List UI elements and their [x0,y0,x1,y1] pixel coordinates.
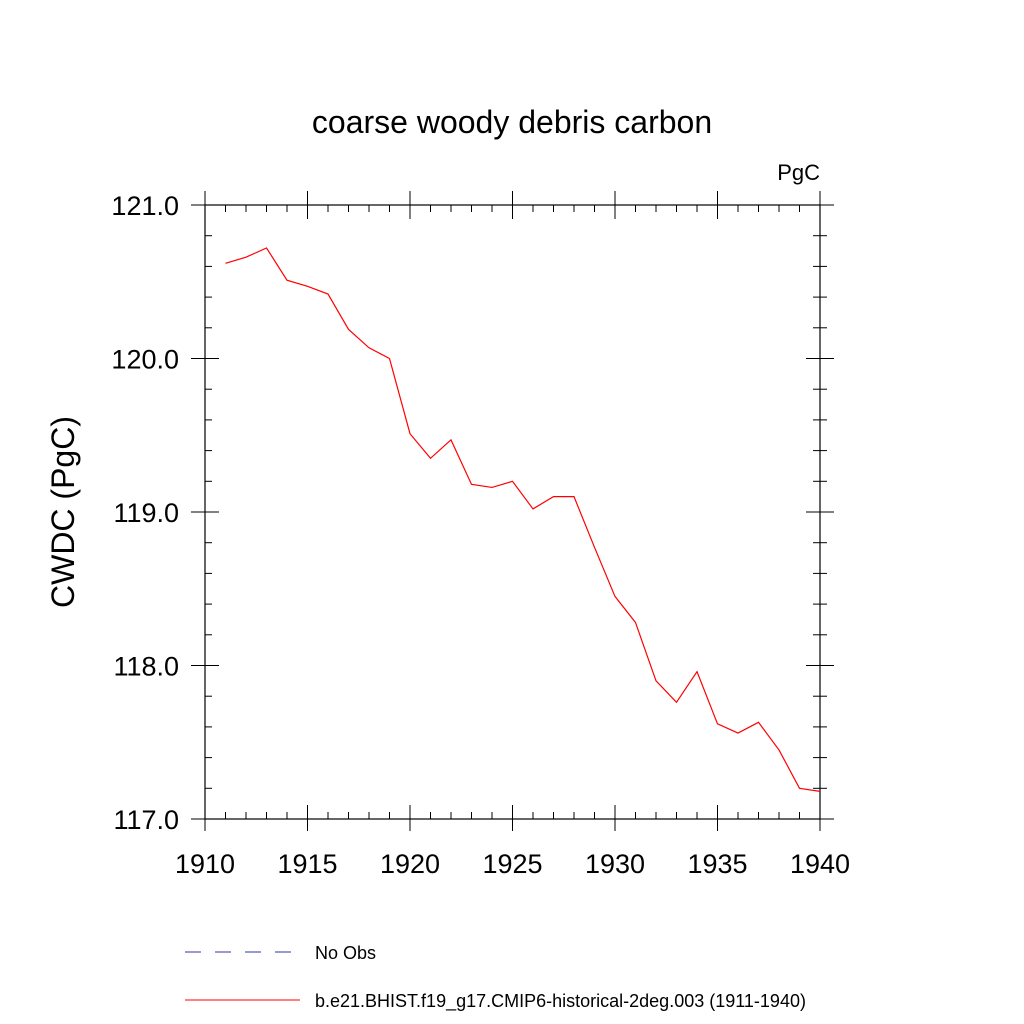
y-tick-label: 120.0 [111,345,179,375]
y-tick-label: 119.0 [113,498,179,528]
chart-title: coarse woody debris carbon [312,104,712,140]
x-tick-label: 1910 [175,849,235,879]
y-axis-label: CWDC (PgC) [45,416,81,608]
legend-label-1: No Obs [315,943,376,963]
x-tick-label: 1925 [482,849,542,879]
plot-frame [204,204,821,820]
units-label: PgC [777,160,820,185]
y-tick-label: 118.0 [113,652,179,682]
x-tick-label: 1940 [790,849,850,879]
axes: 1910 1915 1920 1925 1930 1935 1940 117.0 118.0 11… [111,191,850,879]
series-line-0 [225,247,821,792]
y-tick-label: 121.0 [111,191,179,221]
y-tick-label: 117.0 [113,805,179,835]
x-tick-label: 1935 [687,849,747,879]
x-tick-label: 1915 [277,849,337,879]
x-tick-label: 1920 [380,849,440,879]
series-layer [225,247,821,792]
legend: No Obs b.e21.BHIST.f19_g17.CMIP6-historic… [185,943,806,1012]
x-tick-label: 1930 [585,849,645,879]
legend-label-0: b.e21.BHIST.f19_g17.CMIP6-historical-2de… [315,991,806,1012]
